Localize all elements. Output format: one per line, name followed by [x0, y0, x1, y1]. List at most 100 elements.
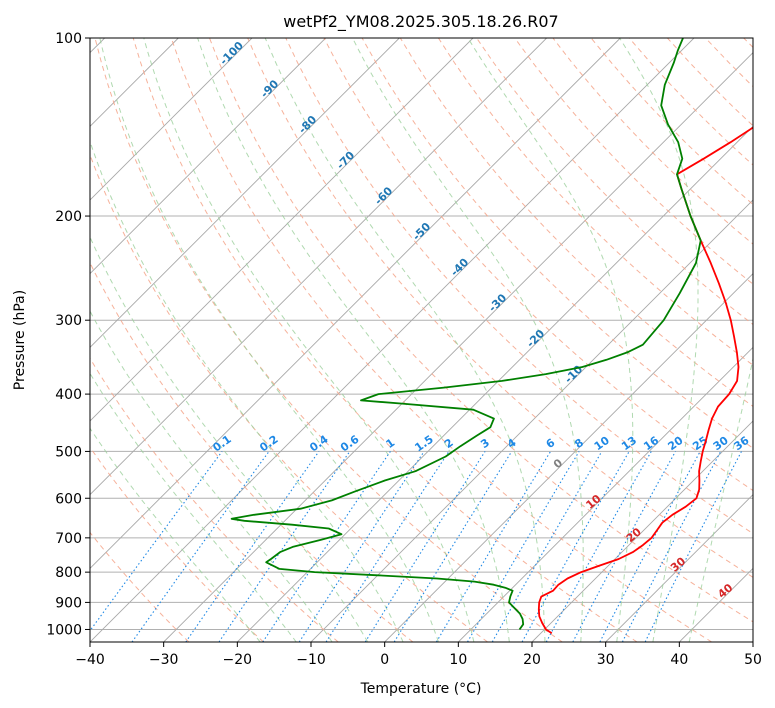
isotherm-line — [90, 38, 621, 569]
y-tick-label: 400 — [55, 387, 82, 403]
x-axis: −40 −30 −20 −10 0 10 20 30 40 50 — [75, 642, 762, 668]
moist-adiabat-line — [467, 38, 634, 642]
isotherm-label: -60 — [372, 184, 395, 207]
dry-adiabat-line — [247, 38, 753, 578]
moist-adiabat-line — [90, 139, 404, 642]
dewpoint-profile — [230, 38, 702, 631]
x-tick-label: 20 — [523, 652, 541, 668]
y-tick-label: 1000 — [46, 622, 82, 638]
isotherm-label: -10 — [562, 362, 585, 385]
mixing-ratio-line — [131, 451, 270, 642]
mixing-ratio-line — [325, 451, 450, 642]
isotherm-line — [679, 567, 753, 642]
dry-adiabat-line — [90, 357, 339, 642]
moist-adiabat-line — [99, 38, 439, 642]
isotherm-label: -30 — [486, 291, 509, 314]
mixing-ratio-label: 30 — [711, 434, 731, 454]
dry-adiabat-line — [90, 446, 264, 642]
isotherm-label: -20 — [524, 327, 547, 350]
mixing-ratio-label: 2 — [442, 436, 456, 451]
x-tick-label: −40 — [75, 652, 105, 668]
isotherm-label: -50 — [410, 220, 433, 243]
dry-adiabat-line — [667, 38, 753, 127]
x-tick-label: −20 — [223, 652, 253, 668]
dry-adiabat-line — [552, 38, 753, 245]
mixing-ratio-line — [298, 451, 425, 642]
y-tick-label: 200 — [55, 209, 82, 225]
background-lines — [90, 38, 753, 642]
y-tick-label: 500 — [55, 444, 82, 460]
dry-adiabat-label: 10 — [583, 492, 603, 512]
dry-adiabat-label: 20 — [624, 525, 644, 545]
mixing-ratio-label: 10 — [592, 434, 612, 454]
mixing-ratio-line — [435, 451, 552, 642]
x-tick-label: −30 — [149, 652, 179, 668]
dry-adiabat-line — [476, 38, 753, 326]
isotherm-label: -70 — [334, 148, 357, 171]
isotherm-line — [384, 273, 753, 642]
temperature-profile — [537, 126, 753, 635]
dry-adiabat-line — [514, 38, 753, 285]
dry-adiabat-line — [90, 153, 488, 642]
dry-adiabat-line — [132, 38, 638, 642]
x-tick-label: 10 — [449, 652, 467, 668]
isotherm-line — [90, 38, 400, 348]
moist-adiabat-line — [264, 38, 546, 642]
moist-adiabat-line — [90, 235, 369, 642]
moist-adiabat-line — [90, 372, 297, 642]
x-axis-label: Temperature (°C) — [360, 681, 482, 697]
mixing-ratio-line — [393, 451, 513, 642]
isotherm-line — [605, 494, 753, 642]
dry-adiabat-line — [90, 531, 190, 642]
mixing-ratio-label: 4 — [505, 436, 519, 451]
dry-adiabat-label: 30 — [668, 554, 688, 574]
isotherm-line — [163, 52, 753, 642]
moist-adiabat-line — [688, 356, 753, 642]
mixing-ratio-line — [262, 451, 391, 642]
dry-adiabat-line — [209, 38, 753, 623]
mixing-ratio-label: 1 — [384, 436, 398, 451]
y-tick-label: 900 — [55, 595, 82, 611]
mixing-ratio-line — [599, 451, 701, 642]
y-tick-label: 300 — [55, 313, 82, 329]
chart-title: wetPf2_YM08.2025.305.18.26.R07 — [283, 12, 558, 32]
y-tick-label: 600 — [55, 491, 82, 507]
isotherm-line — [90, 38, 253, 201]
isotherm-label: -90 — [258, 77, 281, 100]
x-tick-label: 50 — [744, 652, 762, 668]
y-axis: 100 200 300 400 500 600 700 800 900 1000 — [46, 31, 90, 638]
mixing-ratio-label: 3 — [478, 436, 492, 451]
isotherm-label: -100 — [217, 39, 246, 68]
dry-adiabat-line — [170, 38, 712, 642]
y-axis-label: Pressure (hPa) — [12, 290, 28, 390]
mixing-ratio-label: 16 — [641, 434, 661, 454]
isotherm-label: -40 — [448, 255, 471, 278]
plot-frame — [89, 37, 754, 643]
dry-adiabat-line — [399, 38, 753, 408]
dry-adiabat-line — [285, 38, 753, 535]
isotherm-line — [90, 38, 547, 496]
dry-adiabat-line — [94, 38, 563, 642]
dry-adiabat-line — [90, 261, 414, 642]
y-tick-label: 100 — [55, 31, 82, 47]
moist-adiabat-line — [352, 38, 584, 642]
dry-adiabat-line — [437, 38, 753, 366]
isotherm-line — [531, 420, 753, 642]
dry-adiabat-line — [705, 38, 753, 88]
mixing-ratio-line — [185, 451, 320, 642]
y-tick-label: 700 — [55, 531, 82, 547]
x-tick-label: 30 — [597, 652, 615, 668]
dry-adiabat-line — [590, 38, 753, 206]
mixing-ratio-line — [545, 451, 652, 642]
mixing-ratio-label: 8 — [572, 436, 586, 451]
isotherm-line — [237, 125, 753, 642]
moist-adiabat-line — [90, 427, 261, 642]
moist-adiabat-line — [619, 38, 699, 642]
x-tick-label: 0 — [380, 652, 389, 668]
x-tick-label: 40 — [670, 652, 688, 668]
dry-adiabat-label: 40 — [715, 581, 735, 601]
mixing-ratio-line — [521, 451, 630, 642]
isotherm-line — [90, 38, 474, 422]
mixing-ratio-line — [90, 451, 223, 632]
